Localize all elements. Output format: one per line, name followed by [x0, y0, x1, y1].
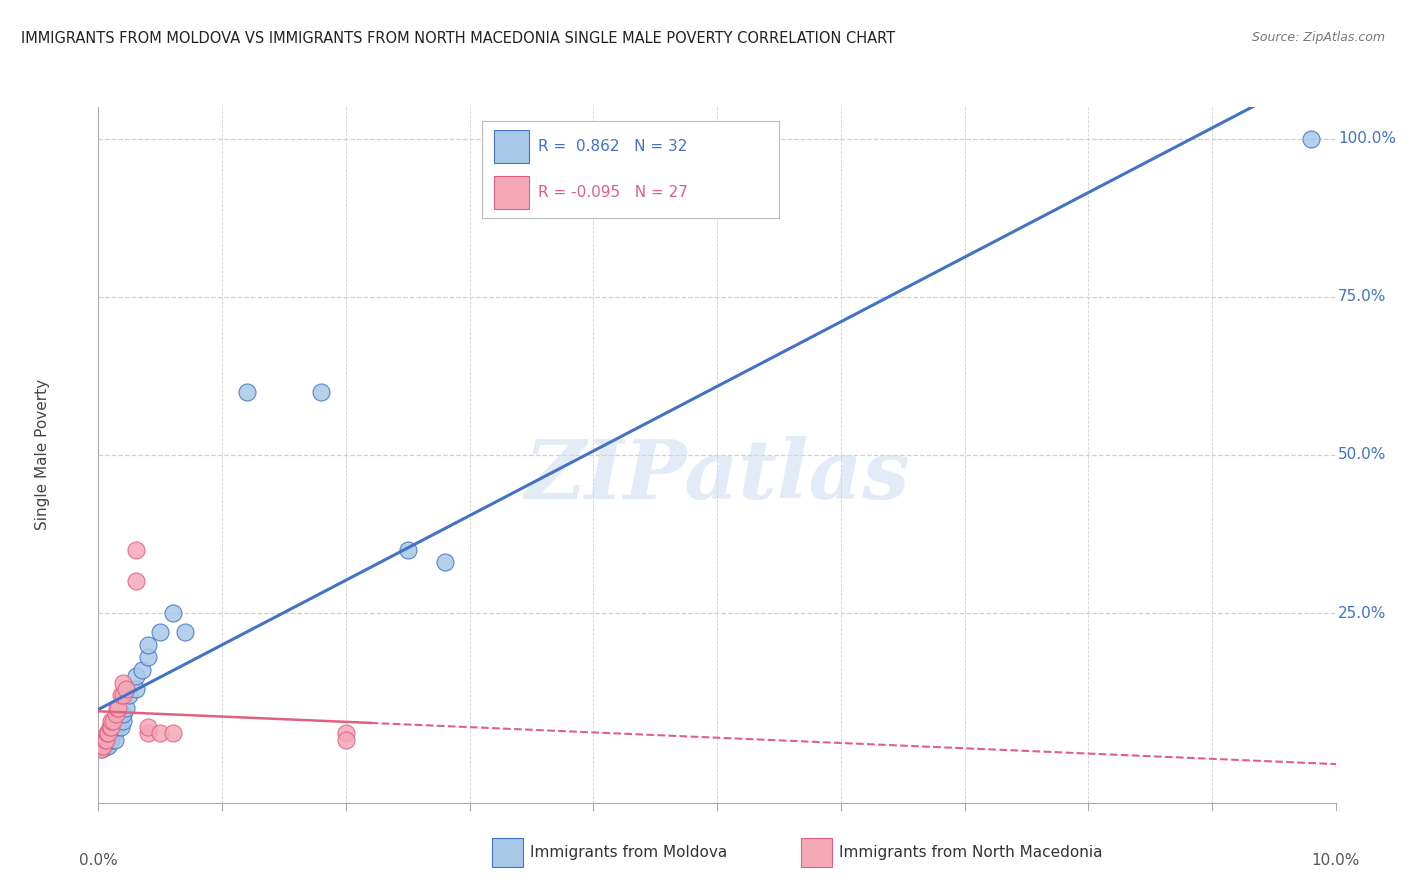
Point [131, 663, 153, 677]
Point [236, 384, 259, 399]
Point [124, 542, 146, 557]
Point [105, 701, 128, 715]
Point [103, 714, 125, 728]
Point [124, 574, 146, 589]
Point [90, 742, 112, 756]
Point [124, 669, 146, 683]
Text: Immigrants from Moldova: Immigrants from Moldova [530, 846, 727, 860]
Point [104, 707, 127, 722]
Point [174, 625, 197, 640]
Point [1299, 131, 1322, 145]
Point [335, 726, 357, 740]
Point [90, 739, 112, 753]
Point [112, 688, 135, 702]
Point [93, 732, 115, 747]
Point [89, 739, 111, 753]
Point [100, 714, 122, 728]
Point [105, 720, 128, 734]
Text: 10.0%: 10.0% [1312, 854, 1360, 869]
Point [112, 707, 135, 722]
Point [136, 638, 159, 652]
Point [162, 726, 184, 740]
Point [114, 681, 136, 696]
Point [98, 720, 121, 734]
Point [107, 714, 129, 728]
Point [114, 701, 136, 715]
Text: 100.0%: 100.0% [1339, 131, 1396, 146]
Point [149, 726, 172, 740]
Point [96, 732, 118, 747]
Point [433, 556, 456, 570]
Point [136, 726, 159, 740]
Point [110, 720, 132, 734]
Point [107, 701, 129, 715]
Text: Source: ZipAtlas.com: Source: ZipAtlas.com [1251, 31, 1385, 45]
Point [118, 688, 141, 702]
Point [309, 384, 332, 399]
Point [103, 726, 125, 740]
Point [97, 739, 120, 753]
Text: Single Male Poverty: Single Male Poverty [35, 379, 51, 531]
Point [94, 739, 117, 753]
Point [94, 732, 117, 747]
Point [91, 739, 114, 753]
Point [93, 739, 115, 753]
Point [100, 732, 122, 747]
Point [136, 720, 159, 734]
Point [98, 732, 121, 747]
Point [103, 732, 125, 747]
Point [93, 739, 115, 753]
Text: IMMIGRANTS FROM MOLDOVA VS IMMIGRANTS FROM NORTH MACEDONIA SINGLE MALE POVERTY C: IMMIGRANTS FROM MOLDOVA VS IMMIGRANTS FR… [21, 31, 896, 46]
Point [93, 732, 115, 747]
Point [91, 742, 114, 756]
Point [110, 688, 132, 702]
Text: 0.0%: 0.0% [79, 854, 118, 869]
Point [396, 542, 419, 557]
Point [335, 732, 357, 747]
Text: 75.0%: 75.0% [1339, 289, 1386, 304]
Point [112, 714, 135, 728]
Point [149, 625, 172, 640]
Point [97, 726, 120, 740]
Point [136, 650, 159, 665]
Text: Immigrants from North Macedonia: Immigrants from North Macedonia [839, 846, 1102, 860]
Point [100, 720, 122, 734]
Point [112, 675, 135, 690]
Text: ZIPatlas: ZIPatlas [524, 436, 910, 516]
Text: 50.0%: 50.0% [1339, 448, 1386, 462]
Point [100, 726, 122, 740]
Point [96, 726, 118, 740]
Point [162, 606, 184, 620]
Point [124, 681, 146, 696]
Text: 25.0%: 25.0% [1339, 606, 1386, 621]
